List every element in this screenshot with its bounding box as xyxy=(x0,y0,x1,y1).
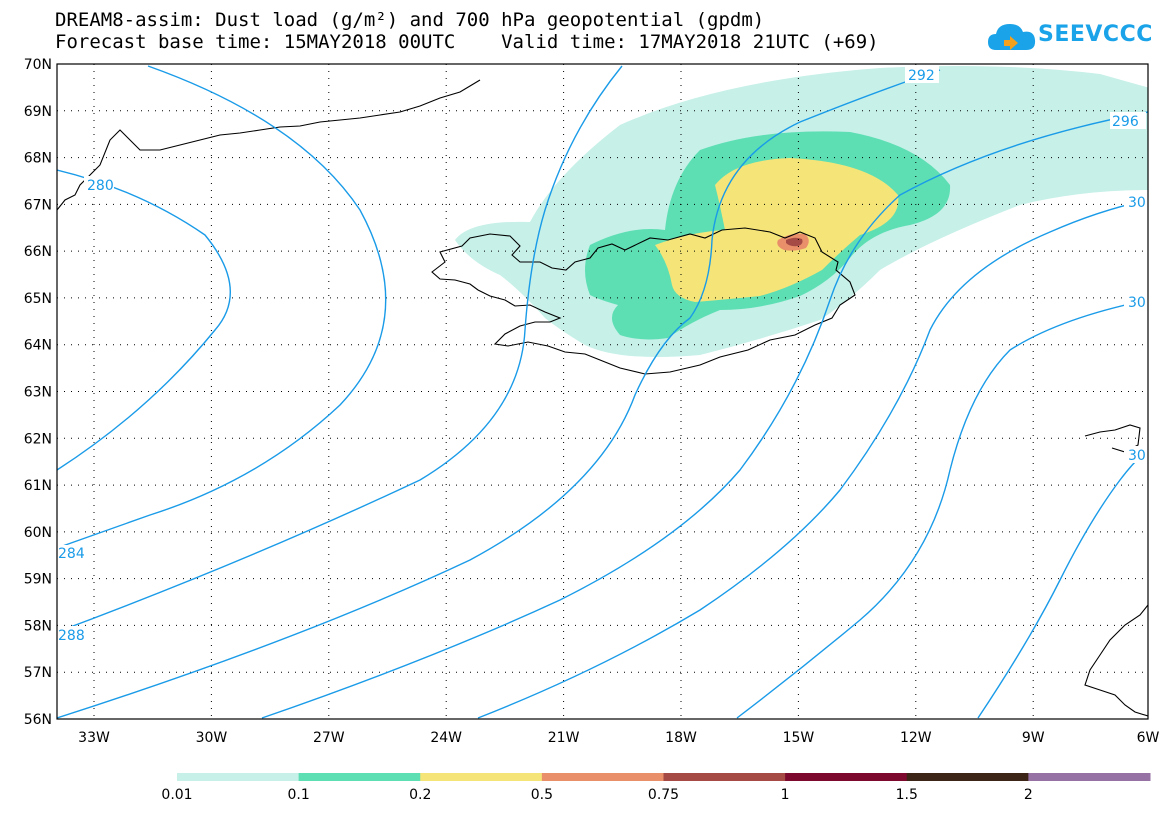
longitude-label: 9W xyxy=(1022,730,1045,746)
colorbar-swatch xyxy=(177,773,300,781)
contour-304 xyxy=(736,299,1148,719)
colorbar-label: 0.5 xyxy=(531,787,553,803)
contour-label: 280 xyxy=(87,178,114,194)
latitude-labels: 70N 69N 68N 67N 66N 65N 64N 63N 62N 61N 60N 59N 58N 5… xyxy=(24,57,52,728)
colorbar-swatch xyxy=(785,773,908,781)
contour-300 xyxy=(477,199,1148,719)
colorbar-label: 0.2 xyxy=(409,787,431,803)
longitude-label: 30W xyxy=(196,730,228,746)
contour-284 xyxy=(57,65,387,549)
latitude-label: 68N xyxy=(24,151,52,167)
longitude-label: 27W xyxy=(313,730,345,746)
colorbar-label: 0.01 xyxy=(161,787,192,803)
norway-coastline xyxy=(1084,604,1148,717)
longitude-label: 12W xyxy=(900,730,932,746)
contour-label: 30 xyxy=(1128,195,1146,211)
latitude-label: 66N xyxy=(24,244,52,260)
latitude-label: 70N xyxy=(24,57,52,73)
geopotential-contours xyxy=(57,65,1148,719)
contour-label: 296 xyxy=(1112,114,1139,130)
longitude-labels: 33W 30W 27W 24W 21W 18W 15W 12W 9W 6W xyxy=(78,730,1159,746)
colorbar-swatch xyxy=(906,773,1029,781)
colorbar-label: 0.1 xyxy=(287,787,309,803)
longitude-label: 15W xyxy=(783,730,815,746)
longitude-label: 6W xyxy=(1137,730,1160,746)
latitude-label: 56N xyxy=(24,712,52,728)
latitude-label: 64N xyxy=(24,338,52,354)
seevccc-logo: SEEVCCC xyxy=(988,18,1158,58)
map-frame xyxy=(56,63,1149,720)
latitude-label: 67N xyxy=(24,197,52,213)
colorbar-swatch xyxy=(420,773,543,781)
contour-label: 292 xyxy=(908,68,935,84)
dust-area-0.2 xyxy=(655,158,899,302)
contour-288 xyxy=(57,65,623,633)
contour-292 xyxy=(57,69,941,719)
longitude-label: 33W xyxy=(78,730,110,746)
map-title: DREAM8-assim: Dust load (g/m²) and 700 h… xyxy=(55,9,765,31)
latitude-label: 65N xyxy=(24,291,52,307)
logo-text: SEEVCCC xyxy=(1038,22,1153,47)
longitude-label: 18W xyxy=(665,730,697,746)
latitude-label: 57N xyxy=(24,665,52,681)
colorbar-swatch xyxy=(663,773,786,781)
cloud-icon xyxy=(988,24,1036,50)
colorbar-swatch xyxy=(541,773,664,781)
greenland-coastline xyxy=(57,79,481,211)
longitude-label: 24W xyxy=(430,730,462,746)
longitude-label: 21W xyxy=(548,730,580,746)
latitude-label: 63N xyxy=(24,385,52,401)
latitude-label: 61N xyxy=(24,478,52,494)
colorbar-label: 1.5 xyxy=(896,787,918,803)
iceland-coastline xyxy=(431,227,856,375)
contour-280 xyxy=(57,169,231,471)
contour-296 xyxy=(261,111,1148,719)
colorbar-label: 0.75 xyxy=(648,787,679,803)
colorbar-swatch xyxy=(1028,773,1151,781)
latitude-label: 59N xyxy=(24,572,52,588)
latitude-label: 58N xyxy=(24,618,52,634)
contour-labels: 280 284 288 292 296 30 30 30 xyxy=(57,66,1148,644)
contour-label: 30 xyxy=(1128,295,1146,311)
contour-308 xyxy=(977,449,1148,719)
map-subtitle: Forecast base time: 15MAY2018 00UTC Vali… xyxy=(55,31,879,53)
colorbar-label: 2 xyxy=(1024,787,1033,803)
latitude-label: 69N xyxy=(24,104,52,120)
latitude-label: 62N xyxy=(24,431,52,447)
contour-label: 288 xyxy=(58,628,85,644)
colorbar: 0.01 0.1 0.2 0.5 0.75 1 1.5 2 xyxy=(161,773,1151,803)
colorbar-swatch xyxy=(298,773,421,781)
contour-label: 284 xyxy=(58,546,85,562)
latitude-label: 60N xyxy=(24,525,52,541)
colorbar-label: 1 xyxy=(781,787,790,803)
dust-load-shading xyxy=(455,66,1148,358)
contour-label: 30 xyxy=(1128,448,1146,464)
